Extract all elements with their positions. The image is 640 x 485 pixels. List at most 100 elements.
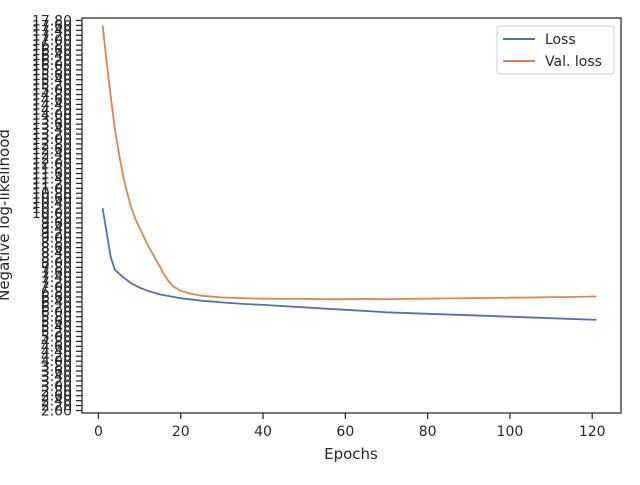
x-tick-label: 100	[497, 424, 524, 440]
y-tick-label: 13.60	[32, 117, 72, 133]
y-tick-label: 6.20	[41, 300, 72, 316]
y-tick-label: 16.00	[32, 58, 72, 74]
y-tick-label: 8.00	[41, 255, 72, 271]
y-tick-label: 10.20	[32, 201, 72, 217]
y-tick-label: 11.60	[32, 167, 72, 183]
y-tick-label: 6.00	[41, 305, 72, 321]
y-tick-label: 12.60	[32, 142, 72, 158]
y-tick-label: 4.20	[41, 349, 72, 365]
y-tick-label: 6.40	[41, 295, 72, 311]
y-tick-label: 11.40	[32, 171, 72, 187]
y-tick-label: 7.40	[41, 270, 72, 286]
y-tick-label: 17.40	[32, 23, 72, 39]
y-tick-label: 7.00	[41, 280, 72, 296]
y-tick-label: 15.00	[32, 83, 72, 99]
y-tick-label: 10.00	[32, 206, 72, 222]
y-tick-label: 15.80	[32, 63, 72, 79]
y-tick-label: 9.00	[41, 231, 72, 247]
y-tick-label: 8.80	[41, 236, 72, 252]
series-line-val-loss	[101, 25, 597, 301]
legend-label-val-loss: Val. loss	[545, 54, 602, 70]
y-axis-title: Negative log-likelihood	[0, 129, 13, 301]
y-tick-label: 2.40	[41, 394, 72, 410]
y-tick-label: 13.80	[32, 112, 72, 128]
y-tick-label: 16.20	[32, 53, 72, 69]
series-line-loss	[101, 207, 597, 321]
y-tick-label: 4.00	[41, 354, 72, 370]
y-tick-label: 2.80	[41, 384, 72, 400]
y-tick-label: 14.80	[32, 88, 72, 104]
y-tick-label: 13.40	[32, 122, 72, 138]
y-tick-label: 3.80	[41, 359, 72, 375]
y-tick-label: 14.20	[32, 102, 72, 118]
y-tick-label: 5.80	[41, 310, 72, 326]
y-tick-label: 4.80	[41, 334, 72, 350]
y-tick-label: 14.60	[32, 92, 72, 108]
y-tick-label: 11.00	[32, 181, 72, 197]
y-tick-label: 13.00	[32, 132, 72, 148]
y-tick-label: 16.60	[32, 43, 72, 59]
y-tick-label: 6.60	[41, 290, 72, 306]
x-tick-label: 0	[94, 424, 103, 440]
y-tick-label: 9.40	[41, 221, 72, 237]
x-axis-ticks: 0 20 40 60 80 100 120	[94, 413, 606, 440]
x-tick-label: 20	[172, 424, 190, 440]
y-tick-label: 10.40	[32, 196, 72, 212]
y-tick-label: 3.60	[41, 364, 72, 380]
x-axis-title: Epochs	[324, 445, 378, 463]
plot-area	[81, 17, 622, 414]
legend-label-loss: Loss	[545, 32, 576, 48]
y-tick-label: 6.80	[41, 285, 72, 301]
x-tick-label: 60	[336, 424, 354, 440]
y-tick-label: 2.20	[41, 399, 72, 415]
y-tick-label: 8.60	[41, 241, 72, 257]
y-tick-label: 15.20	[32, 78, 72, 94]
y-tick-label: 4.60	[41, 339, 72, 355]
y-tick-label: 16.80	[32, 38, 72, 54]
y-tick-label: 5.40	[41, 320, 72, 336]
y-tick-label: 4.40	[41, 344, 72, 360]
y-tick-label: 3.00	[41, 379, 72, 395]
y-tick-label: 8.40	[41, 246, 72, 262]
y-tick-label: 7.60	[41, 265, 72, 281]
series-lines	[101, 25, 597, 321]
y-tick-label: 12.20	[32, 152, 72, 168]
y-tick-label: 13.20	[32, 127, 72, 143]
y-tick-label: 7.80	[41, 260, 72, 276]
y-tick-label: 9.80	[41, 211, 72, 227]
y-tick-label: 3.40	[41, 369, 72, 385]
legend: Loss Val. loss	[496, 25, 615, 75]
y-tick-label: 10.60	[32, 191, 72, 207]
y-tick-label: 5.00	[41, 329, 72, 345]
y-tick-label: 11.80	[32, 162, 72, 178]
y-tick-label: 17.00	[32, 33, 72, 49]
y-axis-ticks: 2.002.202.402.602.803.003.203.403.603.80…	[32, 13, 82, 420]
y-tick-label: 5.20	[41, 325, 72, 341]
y-tick-label: 12.40	[32, 147, 72, 163]
y-tick-label: 5.60	[41, 315, 72, 331]
x-tick-label: 80	[419, 424, 437, 440]
y-tick-label: 15.40	[32, 73, 72, 89]
y-tick-label: 10.80	[32, 186, 72, 202]
y-tick-label: 7.20	[41, 275, 72, 291]
y-tick-label: 9.60	[41, 216, 72, 232]
y-tick-label: 2.00	[41, 404, 72, 420]
y-tick-label: 17.60	[32, 18, 72, 34]
y-tick-label: 12.80	[32, 137, 72, 153]
y-tick-label: 17.20	[32, 28, 72, 44]
x-tick-label: 40	[254, 424, 272, 440]
y-tick-label: 11.20	[32, 176, 72, 192]
y-tick-label: 16.40	[32, 48, 72, 64]
y-tick-label: 8.20	[41, 250, 72, 266]
x-tick-label: 120	[579, 424, 606, 440]
y-tick-label: 15.60	[32, 68, 72, 84]
y-tick-label: 9.20	[41, 226, 72, 242]
y-tick-label: 2.60	[41, 389, 72, 405]
y-tick-label: 17.80	[32, 13, 72, 29]
y-tick-label: 14.00	[32, 107, 72, 123]
y-tick-label: 14.40	[32, 97, 72, 113]
y-tick-label: 12.00	[32, 157, 72, 173]
y-tick-label: 3.20	[41, 374, 72, 390]
